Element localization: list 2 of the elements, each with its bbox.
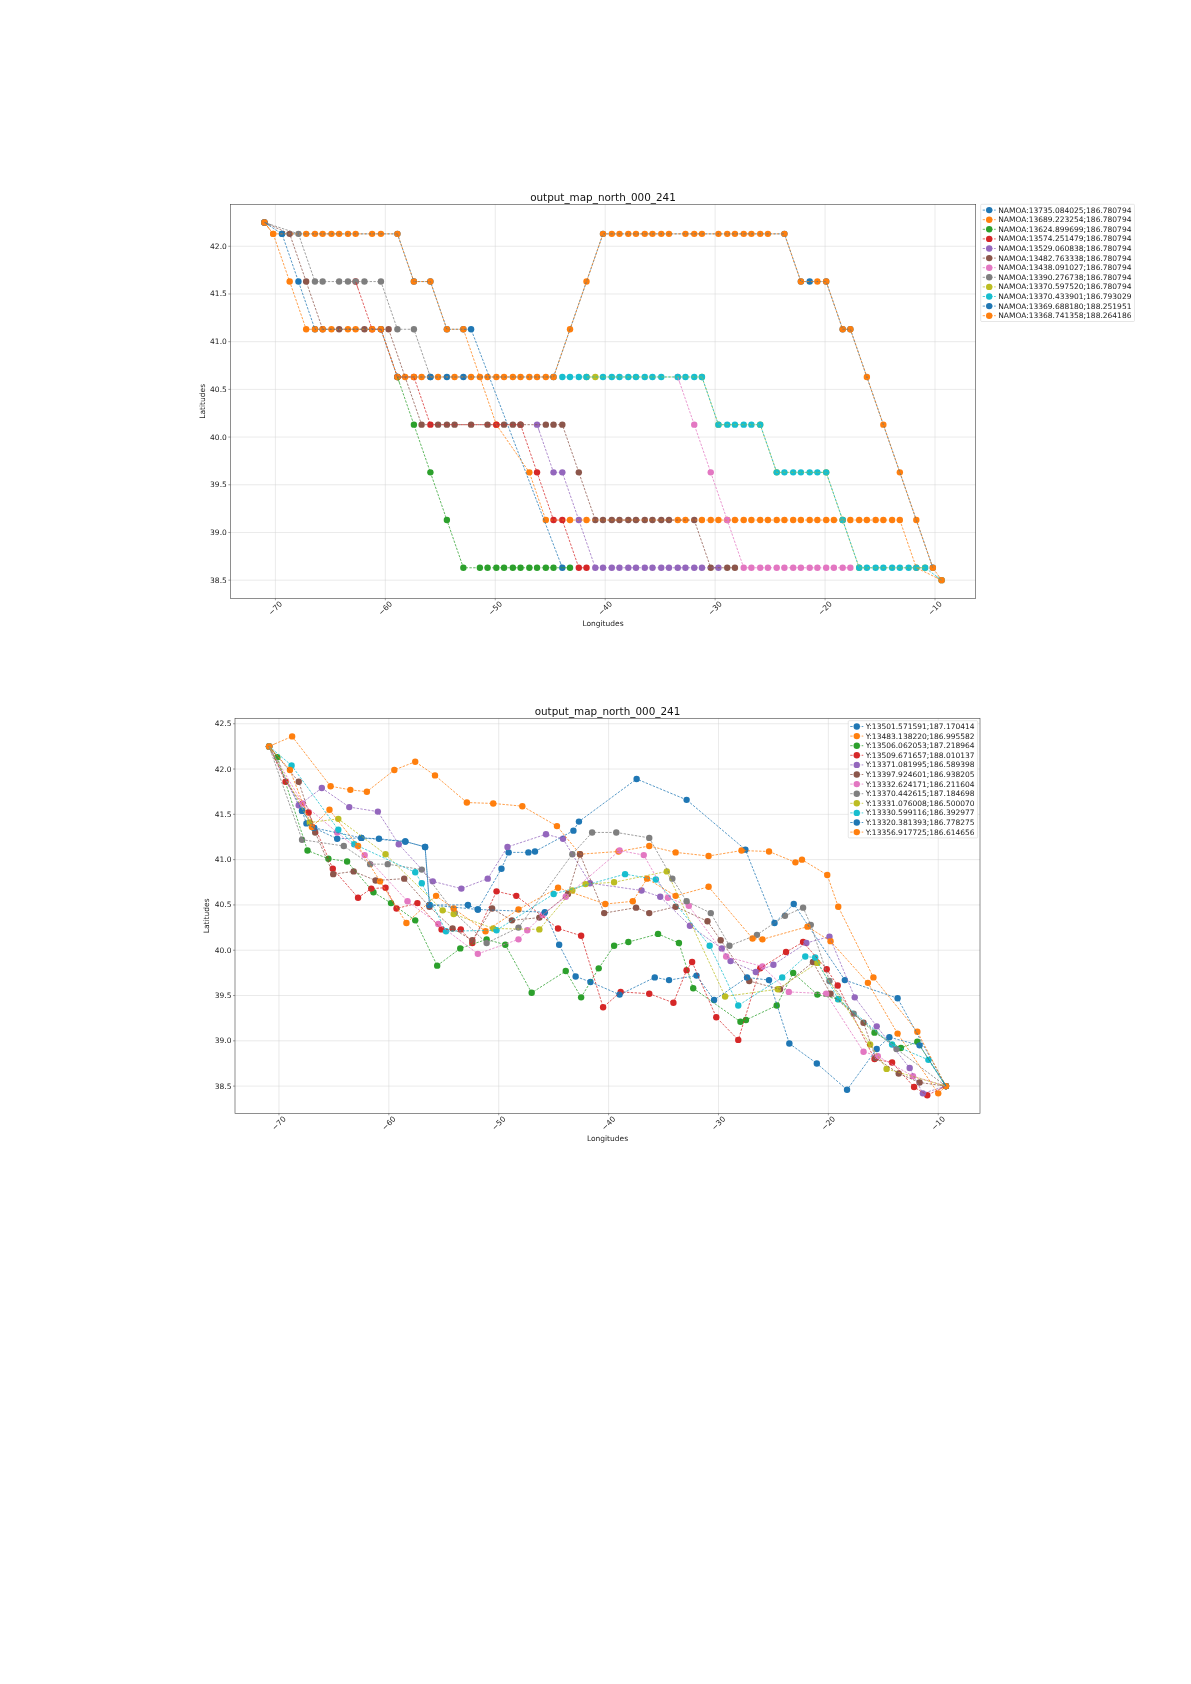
chart-title: output_map_north_000_241 (530, 190, 676, 204)
chart-title: output_map_north_000_241 (534, 704, 681, 718)
